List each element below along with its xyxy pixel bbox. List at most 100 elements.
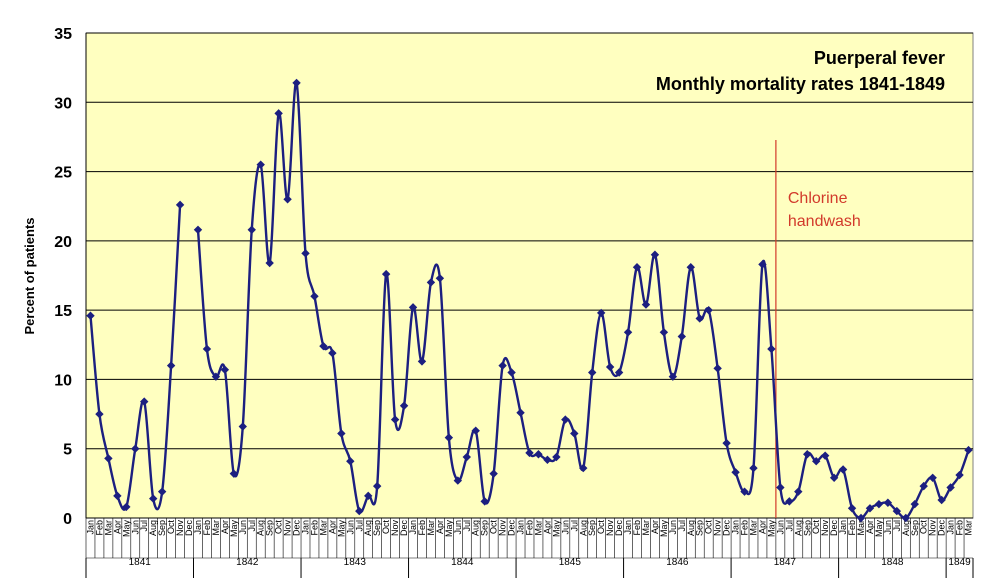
month-tick-label: Aug bbox=[363, 520, 373, 536]
month-tick-label: Nov bbox=[283, 520, 293, 537]
month-tick-label: Feb bbox=[417, 520, 427, 536]
year-tick-label: 1842 bbox=[236, 557, 259, 568]
data-point bbox=[516, 408, 525, 417]
data-point bbox=[614, 368, 624, 377]
month-tick-label: Oct bbox=[274, 520, 284, 535]
month-tick-label: Apr bbox=[112, 520, 122, 534]
plot-area-background bbox=[85, 32, 974, 519]
month-tick-label: Nov bbox=[498, 520, 508, 537]
month-tick-label: Mar bbox=[533, 520, 543, 536]
month-tick-label: Oct bbox=[811, 520, 821, 535]
month-tick-label: Jan bbox=[301, 520, 311, 535]
month-tick-label: Sep bbox=[157, 520, 167, 536]
month-tick-label: Feb bbox=[955, 520, 965, 536]
month-tick-label: May bbox=[336, 520, 346, 538]
month-tick-label: Jul bbox=[784, 520, 794, 532]
data-point bbox=[122, 502, 131, 512]
y-tick-label: 10 bbox=[54, 372, 72, 389]
month-tick-label: Jan bbox=[85, 520, 95, 535]
y-tick-label: 5 bbox=[63, 442, 72, 459]
month-tick-label: Jun bbox=[883, 520, 893, 535]
month-tick-label: Oct bbox=[596, 520, 606, 535]
month-tick-label: Apr bbox=[542, 520, 552, 534]
month-tick-label: Feb bbox=[525, 520, 535, 536]
data-point bbox=[919, 481, 928, 491]
month-tick-label: Dec bbox=[829, 520, 839, 537]
data-point bbox=[883, 498, 893, 507]
data-point bbox=[892, 506, 902, 516]
data-point bbox=[193, 225, 203, 234]
month-tick-label: Mar bbox=[641, 520, 651, 536]
y-axis-ticks: 0 5 10 15 20 25 30 35 bbox=[54, 26, 973, 528]
data-point bbox=[489, 469, 498, 478]
month-tick-label: Apr bbox=[435, 520, 445, 534]
month-tick-label: May bbox=[121, 520, 131, 538]
month-tick-label: Oct bbox=[919, 520, 929, 535]
data-point bbox=[686, 262, 695, 272]
month-tick-label: Feb bbox=[632, 520, 642, 536]
month-tick-label: Aug bbox=[578, 520, 588, 536]
data-point bbox=[865, 504, 875, 513]
data-point bbox=[202, 344, 212, 354]
data-point bbox=[659, 328, 669, 337]
data-point bbox=[175, 200, 185, 210]
month-tick-label: Apr bbox=[327, 520, 337, 534]
month-tick-label: Nov bbox=[390, 520, 400, 537]
y-tick-label: 30 bbox=[54, 95, 72, 112]
series-line bbox=[89, 204, 182, 511]
data-point bbox=[847, 504, 857, 513]
data-point bbox=[641, 300, 651, 309]
month-tick-label: May bbox=[444, 520, 454, 538]
data-point bbox=[86, 311, 95, 320]
month-tick-label: Oct bbox=[489, 520, 499, 535]
data-point bbox=[749, 463, 758, 473]
data-point bbox=[462, 452, 471, 462]
month-tick-label: Sep bbox=[265, 520, 275, 536]
month-tick-label: Feb bbox=[847, 520, 857, 536]
month-tick-label: Dec bbox=[507, 520, 517, 537]
month-tick-label: Jun bbox=[453, 520, 463, 535]
annotation-text: Chlorine bbox=[788, 190, 848, 207]
data-point bbox=[426, 278, 436, 287]
x-axis: JanFebMarAprMayJunJulAugSepOctNovDec1841… bbox=[85, 518, 974, 578]
month-tick-label: Oct bbox=[704, 520, 714, 535]
year-tick-label: 1849 bbox=[948, 557, 971, 568]
month-tick-label: Mar bbox=[748, 520, 758, 536]
month-tick-label: Jan bbox=[408, 520, 418, 535]
data-point bbox=[399, 401, 409, 410]
month-tick-label: Sep bbox=[480, 520, 490, 536]
data-point bbox=[274, 109, 283, 118]
month-tick-label: Dec bbox=[292, 520, 302, 537]
month-tick-label: Apr bbox=[865, 520, 875, 534]
year-tick-label: 1844 bbox=[451, 557, 474, 568]
data-point bbox=[390, 415, 400, 424]
month-tick-label: Sep bbox=[695, 520, 705, 536]
month-tick-label: Jul bbox=[354, 520, 364, 532]
month-tick-label: Mar bbox=[856, 520, 866, 536]
data-point bbox=[650, 250, 660, 259]
chart-title-line: Puerperal fever bbox=[814, 48, 945, 68]
month-tick-label: Jul bbox=[462, 520, 472, 532]
month-tick-label: Feb bbox=[202, 520, 212, 536]
gridlines bbox=[86, 32, 973, 450]
month-tick-label: Dec bbox=[399, 520, 409, 537]
data-point bbox=[534, 450, 543, 459]
data-point bbox=[435, 274, 445, 283]
data-point bbox=[776, 483, 785, 492]
month-tick-label: May bbox=[766, 520, 776, 538]
data-point bbox=[265, 258, 274, 268]
data-point bbox=[722, 438, 731, 448]
data-point bbox=[552, 452, 561, 462]
data-point bbox=[874, 499, 884, 509]
data-point bbox=[95, 409, 104, 419]
data-point bbox=[767, 344, 776, 354]
month-tick-label: Jun bbox=[560, 520, 570, 535]
data-point bbox=[588, 368, 597, 377]
month-tick-label: Jun bbox=[775, 520, 785, 535]
month-tick-label: Mar bbox=[426, 520, 436, 536]
data-point bbox=[829, 473, 839, 483]
month-tick-label: Aug bbox=[256, 520, 266, 536]
data-point bbox=[740, 487, 749, 496]
data-point bbox=[910, 499, 919, 509]
month-tick-label: Apr bbox=[757, 520, 767, 534]
